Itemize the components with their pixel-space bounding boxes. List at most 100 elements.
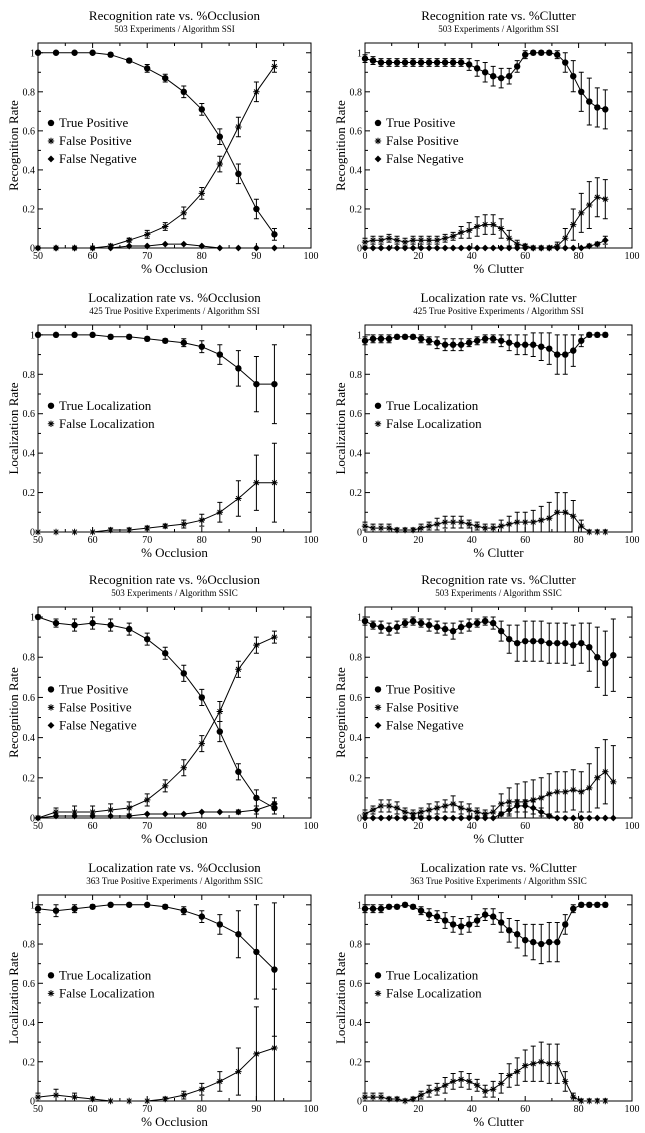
data-point bbox=[553, 814, 561, 822]
data-point bbox=[586, 901, 593, 909]
legend-entry: False Negative bbox=[47, 151, 137, 166]
chart-title: Localization rate vs. %Clutter bbox=[421, 860, 578, 875]
data-point bbox=[577, 244, 585, 252]
data-point bbox=[586, 201, 593, 209]
x-tick-label: 70 bbox=[142, 535, 152, 546]
data-point bbox=[554, 639, 561, 647]
data-point bbox=[593, 240, 601, 248]
legend-entry: True Positive bbox=[47, 681, 128, 696]
data-point bbox=[161, 240, 169, 248]
data-point bbox=[530, 1060, 537, 1067]
data-point bbox=[71, 1093, 78, 1101]
x-tick-label: 50 bbox=[33, 821, 43, 832]
data-point bbox=[198, 106, 205, 113]
data-point bbox=[586, 331, 593, 339]
data-point bbox=[125, 57, 133, 64]
x-tick-label: 80 bbox=[574, 535, 584, 546]
data-point bbox=[385, 235, 393, 242]
data-point bbox=[449, 814, 457, 822]
data-point bbox=[505, 339, 513, 346]
data-point bbox=[34, 331, 42, 339]
x-tick-label: 100 bbox=[625, 251, 640, 262]
data-point bbox=[143, 810, 151, 818]
data-point bbox=[107, 244, 115, 252]
data-point bbox=[253, 88, 260, 96]
y-tick-label: 0.4 bbox=[350, 449, 363, 460]
y-axis-label: Localization Rate bbox=[6, 952, 21, 1044]
data-point bbox=[253, 806, 260, 814]
data-point bbox=[125, 333, 133, 341]
data-point bbox=[369, 621, 377, 629]
data-point bbox=[393, 903, 401, 910]
data-point bbox=[89, 619, 96, 627]
data-point bbox=[481, 617, 489, 625]
data-point bbox=[513, 341, 521, 348]
data-point bbox=[180, 520, 187, 528]
y-tick-label: 1 bbox=[357, 48, 362, 59]
data-point bbox=[538, 637, 545, 645]
data-point bbox=[216, 728, 224, 735]
data-point bbox=[144, 231, 151, 238]
data-point bbox=[586, 98, 593, 105]
data-point bbox=[578, 1097, 585, 1105]
data-point bbox=[513, 63, 521, 70]
data-point bbox=[271, 800, 278, 808]
data-point bbox=[271, 479, 278, 486]
data-point bbox=[513, 931, 521, 938]
data-point bbox=[522, 341, 529, 348]
data-point bbox=[235, 666, 242, 673]
y-tick-label: 0.8 bbox=[23, 940, 36, 951]
data-point bbox=[570, 786, 577, 794]
y-tick-label: 0.8 bbox=[350, 87, 363, 98]
x-tick-label: 0 bbox=[363, 1104, 368, 1115]
legend-label: True Positive bbox=[386, 681, 455, 696]
y-tick-label: 0.8 bbox=[23, 370, 36, 381]
data-point bbox=[586, 643, 593, 651]
data-point bbox=[522, 936, 529, 944]
data-point bbox=[497, 337, 505, 344]
data-point bbox=[538, 49, 545, 56]
y-axis-label: Localization Rate bbox=[333, 382, 348, 474]
data-point bbox=[449, 518, 457, 526]
data-point bbox=[107, 812, 115, 820]
data-point bbox=[441, 917, 449, 924]
legend-label: False Negative bbox=[59, 717, 137, 732]
data-point bbox=[71, 621, 78, 629]
data-point bbox=[180, 240, 188, 248]
data-point bbox=[441, 814, 449, 822]
chart-title: Recognition rate vs. %Occlusion bbox=[89, 572, 261, 587]
y-tick-label: 0 bbox=[30, 244, 35, 255]
x-tick-label: 60 bbox=[520, 251, 530, 262]
legend-marker bbox=[47, 704, 55, 711]
data-point bbox=[253, 380, 260, 388]
data-point bbox=[481, 221, 489, 228]
data-point bbox=[433, 236, 441, 244]
data-point bbox=[578, 209, 585, 217]
data-point bbox=[393, 236, 401, 244]
data-point bbox=[180, 88, 187, 96]
data-point bbox=[425, 236, 433, 244]
x-tick-label: 60 bbox=[88, 535, 98, 546]
data-point bbox=[562, 921, 569, 928]
data-point bbox=[497, 627, 505, 635]
data-point bbox=[71, 331, 78, 339]
chart-subtitle: 425 True Positive Experiments / Algorith… bbox=[89, 306, 260, 316]
data-point bbox=[52, 528, 60, 536]
data-point bbox=[546, 515, 553, 522]
data-point bbox=[144, 335, 151, 342]
data-point bbox=[71, 808, 78, 816]
data-point bbox=[602, 331, 609, 339]
data-point bbox=[409, 244, 417, 252]
data-point bbox=[34, 814, 42, 822]
series bbox=[34, 630, 278, 822]
data-point bbox=[125, 526, 133, 534]
data-point bbox=[473, 917, 481, 924]
data-point bbox=[497, 225, 505, 232]
x-tick-label: 20 bbox=[413, 535, 423, 546]
y-tick-label: 0.4 bbox=[350, 733, 363, 744]
data-point bbox=[505, 927, 513, 934]
x-tick-label: 20 bbox=[413, 251, 423, 262]
data-point bbox=[162, 337, 169, 344]
